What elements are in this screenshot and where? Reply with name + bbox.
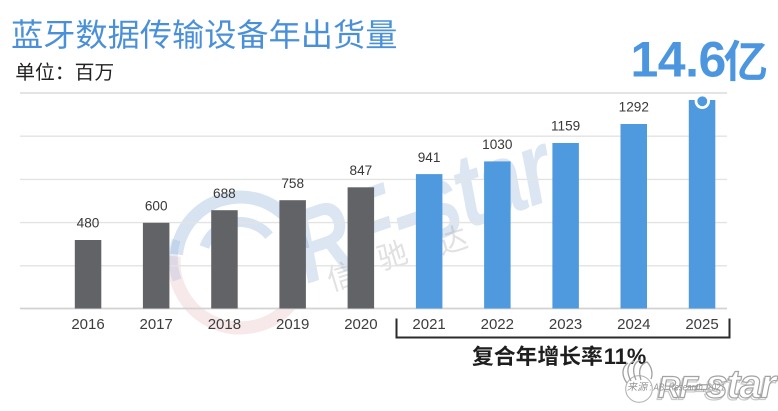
svg-text:1292: 1292 xyxy=(619,100,649,115)
svg-text:2020: 2020 xyxy=(344,316,377,333)
svg-text:2023: 2023 xyxy=(549,316,582,333)
svg-text:2022: 2022 xyxy=(481,316,514,333)
svg-text:688: 688 xyxy=(213,186,236,201)
svg-text:RF-star: RF-star xyxy=(658,363,778,407)
svg-text:2018: 2018 xyxy=(208,316,241,333)
svg-text:941: 941 xyxy=(418,150,441,165)
svg-text:2017: 2017 xyxy=(140,316,173,333)
svg-text:: ABI Research, 2021: : ABI Research, 2021 xyxy=(649,382,725,393)
svg-text:RF-star: RF-star xyxy=(657,365,777,409)
svg-text:2019: 2019 xyxy=(276,316,309,333)
svg-text:2025: 2025 xyxy=(685,316,718,333)
svg-text:14.6: 14.6 xyxy=(631,32,726,88)
svg-text:480: 480 xyxy=(77,216,100,231)
svg-text:2016: 2016 xyxy=(71,316,104,333)
svg-text:600: 600 xyxy=(145,199,168,214)
svg-text:2024: 2024 xyxy=(617,316,650,333)
svg-text:1030: 1030 xyxy=(482,137,513,152)
svg-text:847: 847 xyxy=(350,163,373,178)
svg-text:2021: 2021 xyxy=(412,316,445,333)
svg-text:758: 758 xyxy=(281,176,304,191)
svg-text:1159: 1159 xyxy=(551,119,580,134)
